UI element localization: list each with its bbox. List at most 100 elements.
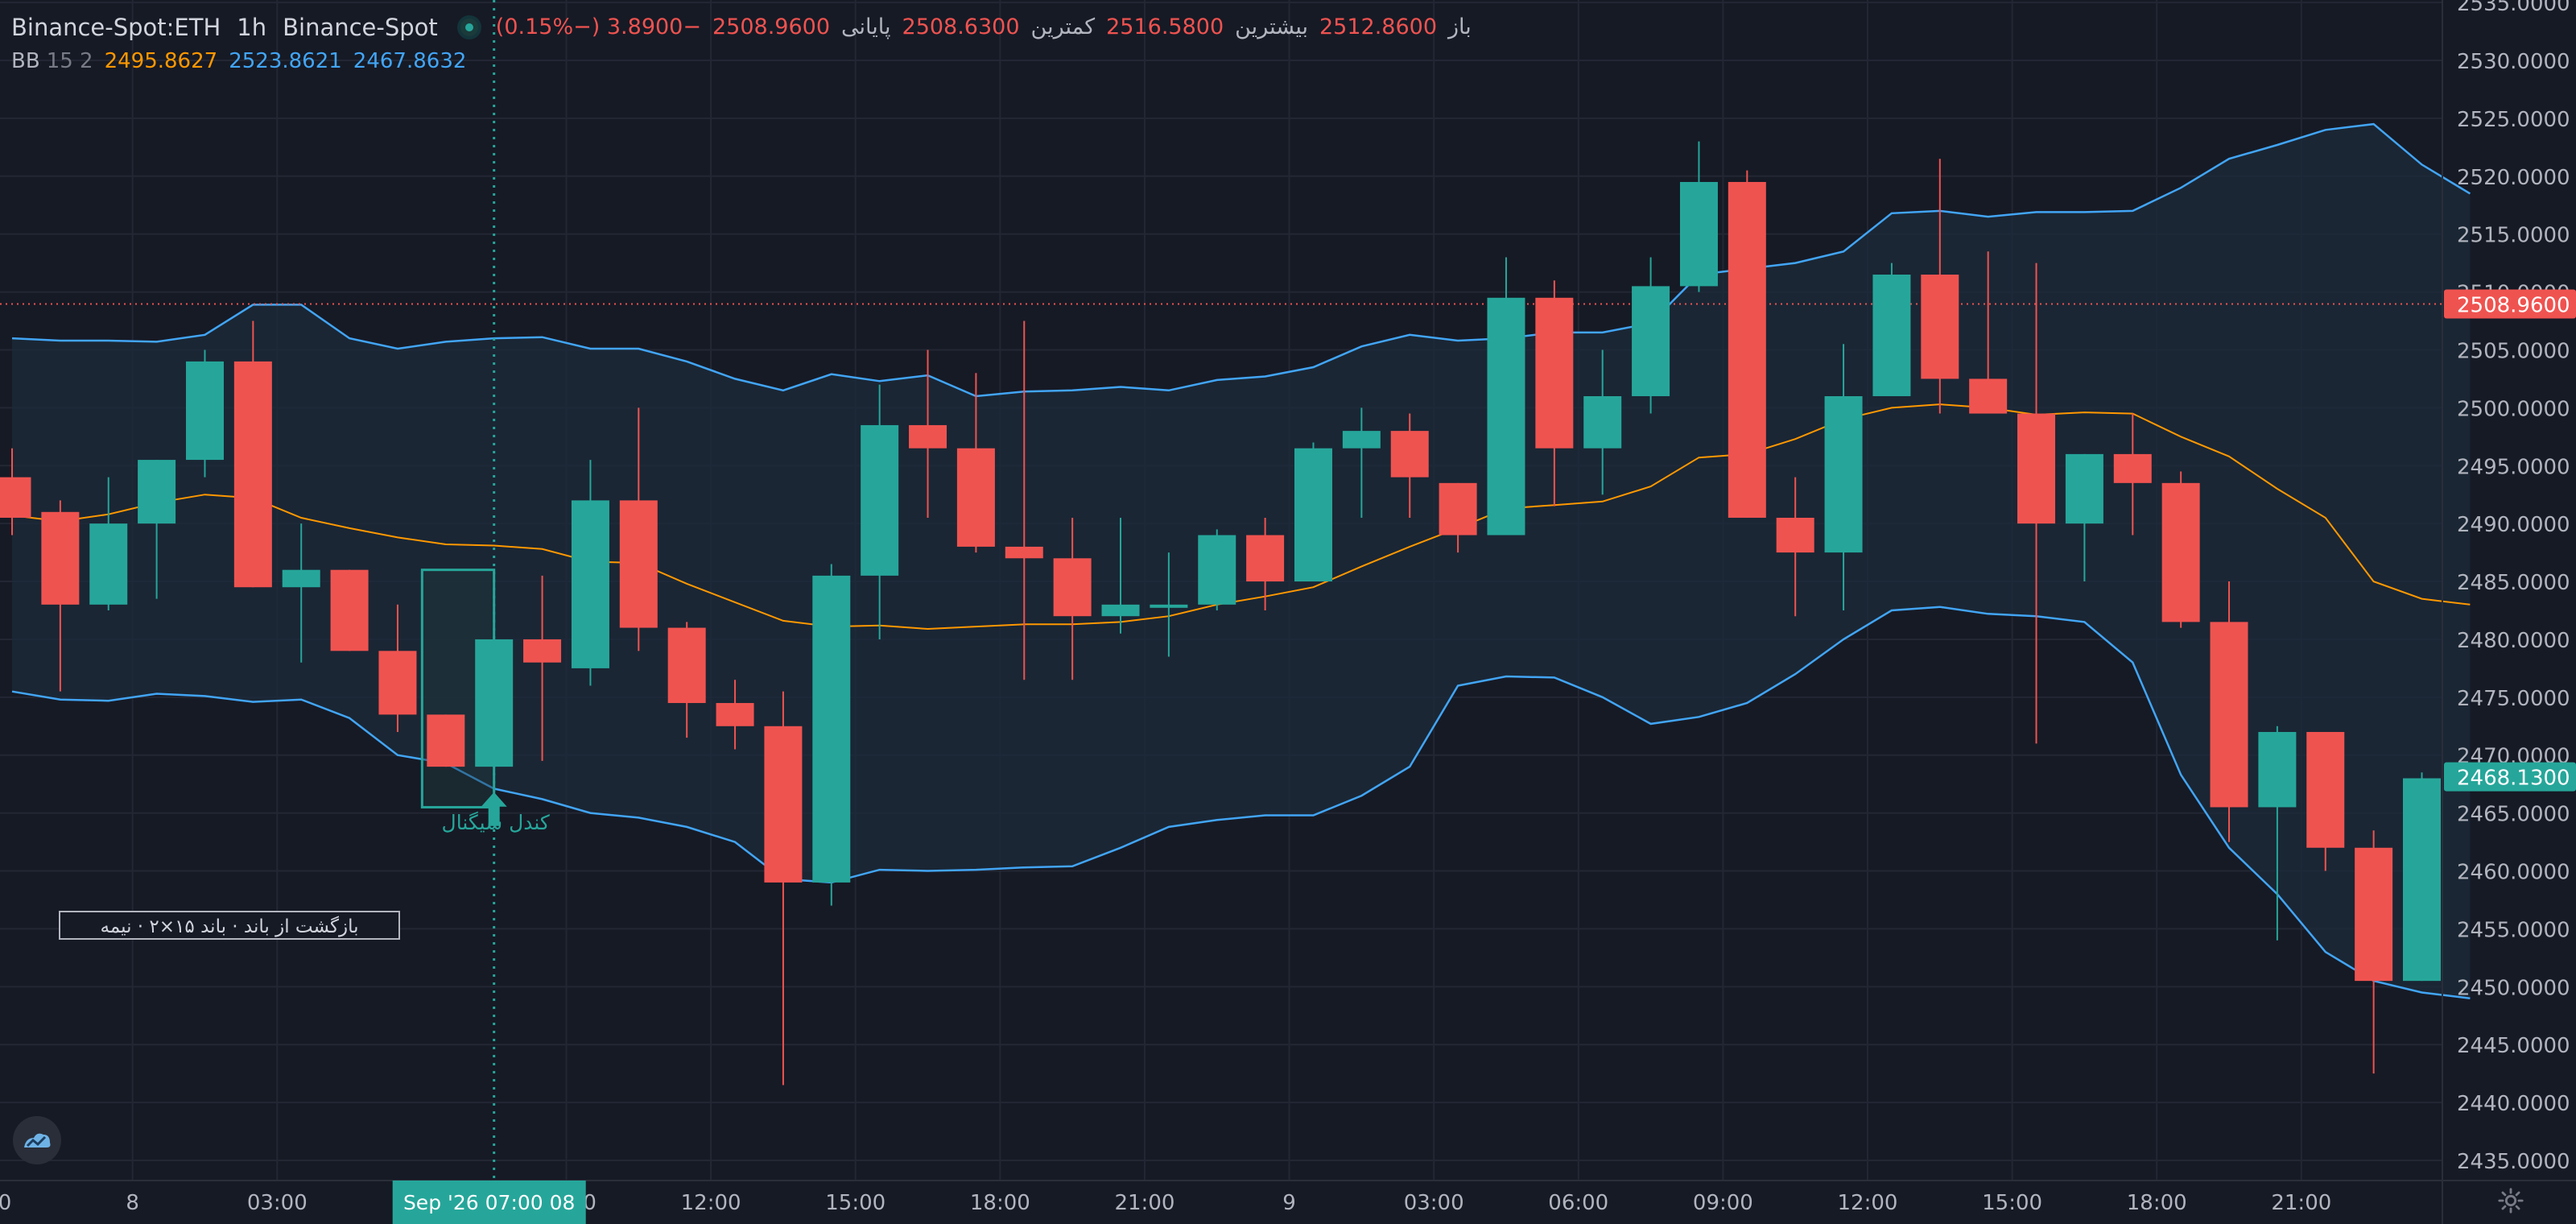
candle <box>475 639 514 767</box>
candle <box>1439 482 1477 553</box>
price-tick-label: 2535.0000 <box>2457 0 2570 16</box>
time-tick-label: 9 <box>1282 1191 1296 1215</box>
candle <box>41 500 80 692</box>
symbol-name[interactable]: Binance-Spot:ETH <box>11 14 221 41</box>
candle-body <box>1101 604 1140 617</box>
price-tick-label: 2475.0000 <box>2457 687 2570 711</box>
indicator-basis-value: 2495.8627 <box>104 49 218 73</box>
close-value: 2508.9600 <box>712 14 830 39</box>
open-value: 2512.8600 <box>1319 14 1438 39</box>
candle <box>1535 280 1574 507</box>
price-tick-label: 2490.0000 <box>2457 513 2570 537</box>
candle <box>1246 517 1285 610</box>
current-price-badge-box <box>2444 762 2576 792</box>
indicator-params: 15 2 <box>46 49 93 73</box>
close-label: پایانی <box>841 14 891 39</box>
candle <box>2258 726 2297 941</box>
crosshair-time-label: Sep '26 07:00 08 <box>403 1191 576 1214</box>
candle-body <box>233 361 272 588</box>
price-tick-label: 2485.0000 <box>2457 571 2570 595</box>
candle <box>185 349 224 478</box>
candle-body <box>1487 297 1525 536</box>
candle-body <box>475 639 514 767</box>
candle <box>1005 320 1043 680</box>
time-tick-label: 12:00 <box>681 1191 741 1215</box>
candle <box>427 714 465 767</box>
settings-gear-icon[interactable] <box>2497 1187 2524 1214</box>
candle-body <box>1198 535 1236 605</box>
candle <box>909 349 947 518</box>
candle <box>619 407 658 651</box>
candle <box>1053 517 1092 680</box>
price-tick-label: 2520.0000 <box>2457 166 2570 190</box>
time-tick-label: 21:00 <box>2271 1191 2331 1215</box>
candles <box>0 141 2441 1085</box>
candle <box>330 569 369 651</box>
candle <box>764 691 803 1085</box>
candle-body <box>1824 395 1863 553</box>
candle <box>956 373 995 553</box>
high-label: بیشترین <box>1235 14 1308 39</box>
candle <box>2113 413 2152 536</box>
candle-body <box>282 569 320 588</box>
candle <box>1632 257 1670 414</box>
price-tick-label: 2435.0000 <box>2457 1150 2570 1174</box>
candle <box>1150 552 1188 657</box>
strategy-label-text: بازگشت از باند · باند ۱۵×۲ · نیمه <box>101 916 359 937</box>
candle-body <box>861 424 899 576</box>
symbol-row: Binance-Spot:ETH 1h Binance-Spot باز 2512… <box>11 11 1472 43</box>
candle <box>2161 471 2200 628</box>
candle-body <box>956 448 995 547</box>
time-tick-label: 12:00 <box>1838 1191 1898 1215</box>
chart-legend: Binance-Spot:ETH 1h Binance-Spot باز 2512… <box>11 11 1472 77</box>
candle <box>138 460 176 599</box>
candle-body <box>1583 395 1622 449</box>
price-tick-label: 2440.0000 <box>2457 1092 2570 1116</box>
candle <box>2065 453 2103 582</box>
current-price-badge-text: 2468.1300 <box>2457 767 2570 791</box>
change-value: −3.8900 (−0.15%) <box>495 14 701 39</box>
current-price-badge: 2468.1300 <box>2444 762 2576 792</box>
candle <box>523 575 562 761</box>
price-axis[interactable]: 2435.0000 2440.0000 2445.0000 2450.0000 2455… <box>2442 0 2576 1224</box>
low-value: 2508.6300 <box>902 14 1020 39</box>
candle <box>1342 407 1381 518</box>
time-axis[interactable]: 1:00 8 03:00 09:00 12:00 15:00 18:00 21:00 9 03:0… <box>0 1180 2576 1224</box>
candle-body <box>89 523 128 605</box>
candle <box>571 460 609 686</box>
candle-body <box>1342 431 1381 449</box>
candle <box>1679 141 1718 292</box>
candle-body <box>812 575 851 883</box>
indicator-lower-value: 2467.8632 <box>353 49 467 73</box>
candle-body <box>1294 448 1332 582</box>
price-tick-label: 2530.0000 <box>2457 50 2570 74</box>
candle-body <box>2403 778 2441 982</box>
high-value: 2516.5800 <box>1106 14 1224 39</box>
candle-body <box>41 511 80 605</box>
candle-body <box>764 726 803 883</box>
candle-body <box>1246 535 1285 582</box>
time-tick-label: 21:00 <box>1114 1191 1174 1215</box>
ohlc-values: باز 2512.8600 بیشترین 2516.5800 کمترین 2508… <box>496 11 1472 43</box>
candle-body <box>378 651 417 715</box>
candle-body <box>2113 453 2152 483</box>
candle-body <box>1872 275 1911 396</box>
candle-body <box>2017 413 2056 524</box>
brand-logo-icon[interactable] <box>13 1116 61 1164</box>
signal-candle-label: کندل سیگنال <box>442 811 550 834</box>
candle <box>812 564 851 906</box>
candle <box>1583 349 1622 495</box>
candle-body <box>185 361 224 461</box>
candle <box>233 320 272 588</box>
time-tick-label: 03:00 <box>247 1191 308 1215</box>
price-tick-label: 2455.0000 <box>2457 918 2570 942</box>
signal-arrow-icon <box>481 792 507 826</box>
crosshair-time-box <box>392 1181 586 1224</box>
candle <box>89 477 128 610</box>
interval[interactable]: 1h <box>237 14 267 41</box>
candle <box>1824 344 1863 610</box>
indicator-row[interactable]: BB 15 2 2495.8627 2523.8621 2467.8632 <box>11 45 1472 77</box>
candle-body <box>1053 558 1092 617</box>
candle <box>2210 581 2248 842</box>
